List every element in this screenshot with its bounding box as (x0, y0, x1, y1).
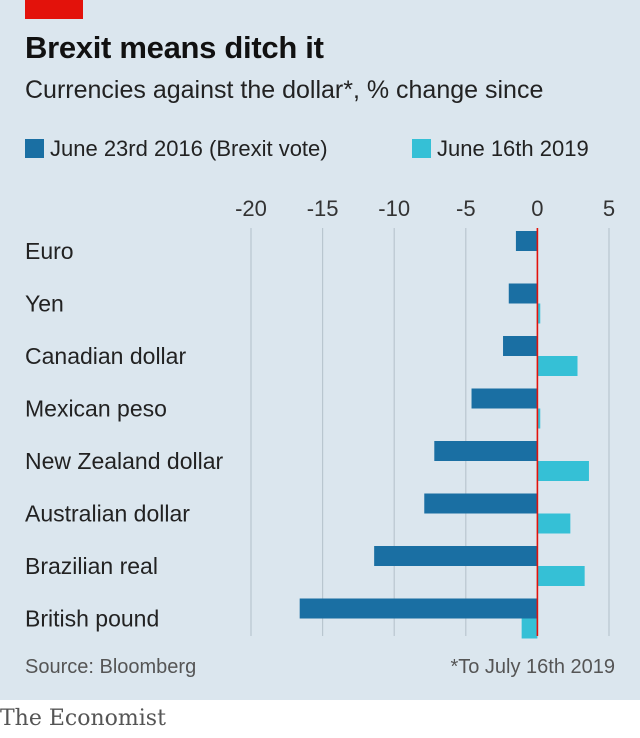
x-tick-label: -10 (378, 196, 410, 221)
footnote: *To July 16th 2019 (450, 656, 615, 678)
legend-label: June 16th 2019 (437, 136, 589, 161)
legend-item-brexit-vote: June 23rd 2016 (Brexit vote) (25, 136, 328, 162)
chart-title: Brexit means ditch it (25, 30, 324, 65)
category-label: Australian dollar (25, 501, 190, 527)
brand-red-tag (25, 0, 83, 19)
x-tick-label: -5 (456, 196, 476, 221)
legend-swatch (412, 139, 431, 158)
bar-brexit-vote (374, 546, 538, 566)
bar-brexit-vote (508, 283, 538, 304)
chart-subtitle: Currencies against the dollar*, % change… (25, 76, 544, 104)
category-label: Canadian dollar (25, 343, 186, 369)
bar-june-2019 (537, 303, 541, 324)
bar-june-2019 (537, 356, 578, 376)
bar-brexit-vote (471, 388, 538, 409)
bar-brexit-vote (515, 231, 538, 251)
legend-label: June 23rd 2016 (Brexit vote) (50, 136, 328, 161)
bar-brexit-vote (424, 493, 538, 514)
category-label: Brazilian real (25, 553, 158, 579)
bar-june-2019 (537, 513, 571, 534)
bar-june-2019 (537, 408, 541, 429)
x-tick-label: 5 (603, 196, 615, 221)
source-note: Source: Bloomberg (25, 656, 197, 678)
x-tick-label: -20 (235, 196, 267, 221)
category-label: Mexican peso (25, 396, 167, 422)
bar-brexit-vote (434, 441, 538, 461)
bar-brexit-vote (299, 598, 538, 619)
publisher-logo: The Economist (0, 706, 166, 731)
bar-june-2019 (521, 618, 538, 639)
bar-brexit-vote (503, 336, 538, 356)
category-label: British pound (25, 606, 159, 632)
x-tick-label: 0 (531, 196, 543, 221)
bar-june-2019 (537, 566, 585, 586)
legend-swatch (25, 139, 44, 158)
x-tick-label: -15 (307, 196, 339, 221)
legend-item-june-2019: June 16th 2019 (412, 136, 589, 162)
bar-june-2019 (537, 461, 589, 481)
category-label: Yen (25, 291, 64, 317)
category-label: New Zealand dollar (25, 448, 224, 474)
bar-chart: -20 -15 -10 -5 0 5 Euro Yen Canadian dollar Mexic… (25, 196, 615, 639)
chart-panel: Brexit means ditch it Currencies against… (0, 0, 640, 700)
category-label: Euro (25, 238, 74, 264)
